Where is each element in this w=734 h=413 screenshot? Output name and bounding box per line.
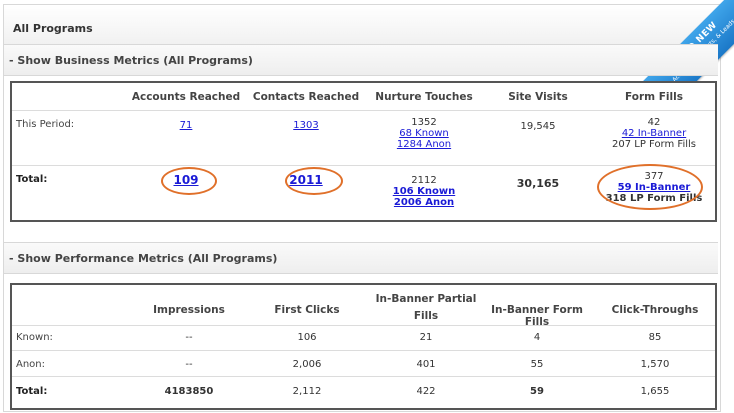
- row-label-total: Total:: [16, 174, 48, 185]
- row-label-this-period: This Period:: [16, 119, 75, 130]
- total-click-throughs: 1,655: [640, 386, 670, 397]
- col-site-visits: Site Visits: [508, 91, 568, 103]
- form-fills-this-period-total: 42: [647, 117, 661, 128]
- anon-click-throughs: 1,570: [640, 359, 670, 370]
- accounts-this-period-link[interactable]: 71: [179, 120, 193, 131]
- page-title: All Programs: [13, 22, 93, 35]
- total-impressions: 4183850: [164, 386, 214, 397]
- col-accounts-reached: Accounts Reached: [131, 91, 241, 103]
- performance-metrics-table: [10, 283, 717, 410]
- contacts-this-period-link[interactable]: 1303: [293, 120, 319, 131]
- col-impressions: Impressions: [153, 304, 225, 316]
- business-metrics-toggle[interactable]: - Show Business Metrics (All Programs): [4, 44, 718, 76]
- performance-metrics-toggle[interactable]: - Show Performance Metrics (All Programs…: [4, 242, 718, 274]
- known-impressions: --: [185, 332, 193, 343]
- anon-impressions: --: [185, 359, 193, 370]
- known-form-fills: 4: [533, 332, 541, 343]
- anon-first-clicks: 2,006: [292, 359, 322, 370]
- nurture-this-period-anon-link[interactable]: 1284 Anon: [396, 139, 452, 150]
- form-fills-this-period-lp: 207 LP Form Fills: [612, 139, 696, 150]
- col-first-clicks: First Clicks: [274, 304, 340, 316]
- nurture-this-period-total: 1352: [411, 117, 437, 128]
- site-visits-this-period: 19,545: [520, 121, 556, 132]
- total-first-clicks: 2,112: [292, 386, 322, 397]
- col-form-fills: Form Fills: [625, 91, 683, 103]
- perf-row-label-total: Total:: [16, 386, 48, 397]
- known-first-clicks: 106: [297, 332, 317, 343]
- known-partial-fills: 21: [419, 332, 433, 343]
- col-in-banner-form-fills: In-Banner Form Fills: [491, 304, 583, 328]
- form-fills-this-period-banner-link[interactable]: 42 In-Banner: [621, 128, 687, 139]
- highlight-oval-form-fills: [597, 164, 703, 210]
- nurture-total: 2112: [411, 175, 437, 186]
- business-metrics-title[interactable]: - Show Business Metrics (All Programs): [9, 54, 253, 67]
- performance-metrics-title[interactable]: - Show Performance Metrics (All Programs…: [9, 252, 278, 265]
- business-metrics-table: [10, 81, 717, 222]
- anon-form-fills: 55: [530, 359, 544, 370]
- perf-row-label-known: Known:: [16, 332, 53, 343]
- panel-header: All Programs: [4, 5, 718, 45]
- highlight-oval-accounts: [161, 167, 217, 195]
- known-click-throughs: 85: [648, 332, 662, 343]
- col-contacts-reached: Contacts Reached: [252, 91, 360, 103]
- total-form-fills: 59: [530, 386, 544, 397]
- anon-partial-fills: 401: [416, 359, 436, 370]
- site-visits-total: 30,165: [516, 177, 560, 190]
- nurture-total-known-link[interactable]: 106 Known: [392, 186, 456, 197]
- col-in-banner-partial-fills: In-Banner Partial Fills: [375, 293, 477, 322]
- total-partial-fills: 422: [416, 386, 436, 397]
- perf-row-label-anon: Anon:: [16, 359, 46, 370]
- nurture-total-anon-link[interactable]: 2006 Anon: [393, 197, 455, 208]
- col-nurture-touches: Nurture Touches: [375, 91, 473, 103]
- nurture-this-period-known-link[interactable]: 68 Known: [399, 128, 449, 139]
- col-click-throughs: Click-Throughs: [611, 304, 699, 316]
- highlight-oval-contacts: [285, 167, 343, 195]
